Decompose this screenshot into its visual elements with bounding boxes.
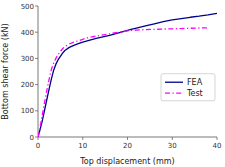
legend-box bbox=[161, 74, 215, 101]
legend-swatch bbox=[165, 82, 183, 83]
legend-swatch bbox=[165, 93, 183, 94]
x-tick-label: 0 bbox=[36, 142, 40, 150]
y-tick-label: 100 bbox=[21, 107, 34, 115]
x-tick-label: 20 bbox=[123, 142, 132, 150]
x-tick-label: 30 bbox=[168, 142, 177, 150]
y-tick-label: 300 bbox=[21, 55, 34, 63]
x-tick-label: 10 bbox=[78, 142, 87, 150]
x-axis-label: Top displacement (mm) bbox=[79, 157, 174, 166]
y-tick bbox=[35, 137, 38, 138]
plot-area bbox=[38, 13, 217, 137]
y-axis-label: Bottom shear force (kN) bbox=[1, 23, 10, 119]
legend-label: Test bbox=[186, 89, 203, 98]
axes: 0102030400100200300400500 bbox=[21, 3, 222, 151]
x-tick bbox=[217, 137, 218, 140]
chart: 0102030400100200300400500Top displacemen… bbox=[0, 0, 225, 167]
legend: FEA Test bbox=[161, 74, 215, 101]
x-tick bbox=[38, 137, 39, 140]
y-tick bbox=[35, 6, 38, 7]
y-tick-label: 400 bbox=[21, 29, 34, 37]
legend-label: FEA bbox=[187, 78, 203, 87]
series-line bbox=[38, 28, 208, 137]
x-tick bbox=[127, 137, 128, 140]
x-tick-label: 40 bbox=[213, 142, 222, 150]
y-tick-label: 200 bbox=[21, 81, 34, 89]
series-line bbox=[38, 13, 217, 137]
y-tick bbox=[35, 84, 38, 85]
y-tick-label: 0 bbox=[30, 134, 34, 142]
x-tick bbox=[82, 137, 83, 140]
y-tick bbox=[35, 58, 38, 59]
y-tick-label: 500 bbox=[21, 3, 34, 11]
x-tick bbox=[172, 137, 173, 140]
y-tick bbox=[35, 32, 38, 33]
y-tick bbox=[35, 110, 38, 111]
y-axis-line bbox=[38, 6, 39, 137]
